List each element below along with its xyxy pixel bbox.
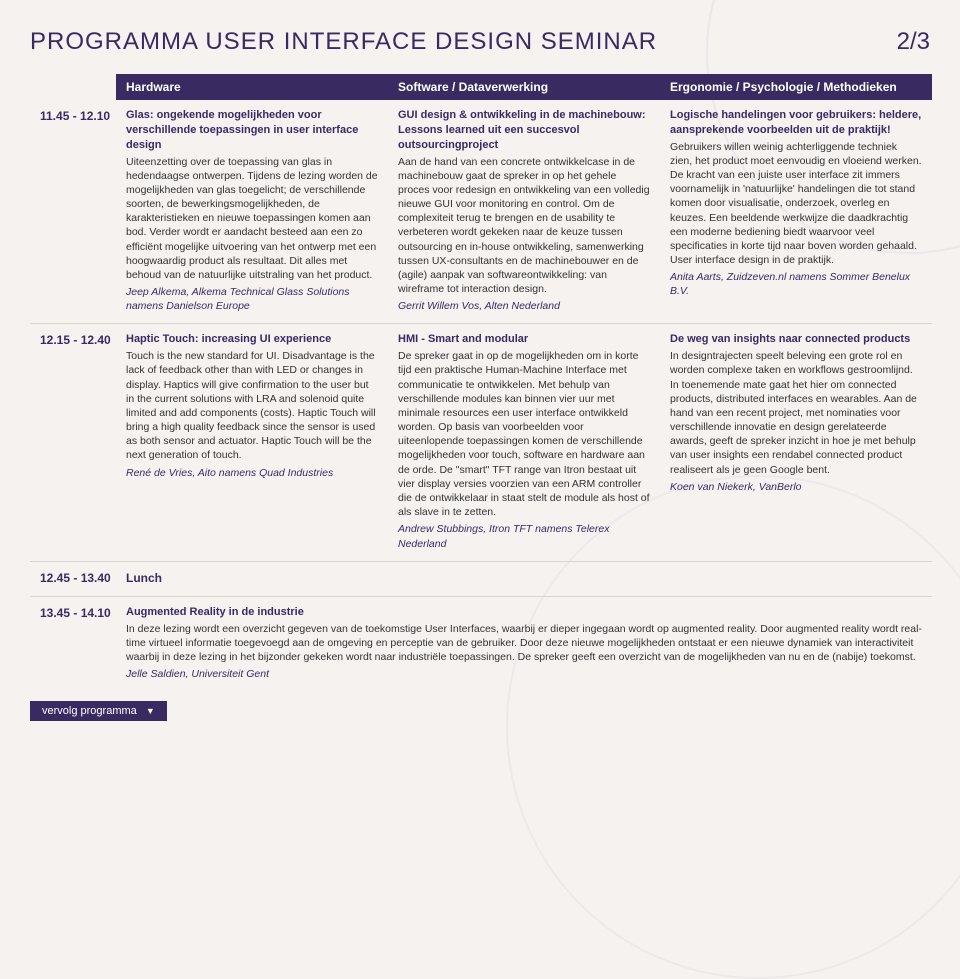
time-slot: 12.45 - 13.40	[30, 561, 116, 596]
session-title: GUI design & ontwikkeling in de machineb…	[398, 108, 650, 153]
time-slot: 11.45 - 12.10	[30, 100, 116, 324]
session-speaker: Andrew Stubbings, Itron TFT namens Teler…	[398, 522, 650, 550]
cell-ergonomie: Logische handelingen voor gebruikers: he…	[660, 100, 932, 324]
session-title: Glas: ongekende mogelijkheden voor versc…	[126, 108, 378, 153]
session-speaker: Anita Aarts, Zuidzeven.nl namens Sommer …	[670, 270, 922, 298]
continue-button[interactable]: vervolg programma ▼	[30, 701, 167, 721]
session-title: De weg van insights naar connected produ…	[670, 332, 922, 347]
session-speaker: Jeep Alkema, Alkema Technical Glass Solu…	[126, 285, 378, 313]
table-row: 13.45 - 14.10 Augmented Reality in de in…	[30, 596, 932, 691]
cell-software: HMI - Smart and modular De spreker gaat …	[388, 324, 660, 561]
cell-ergonomie: De weg van insights naar connected produ…	[660, 324, 932, 561]
session-body: Uiteenzetting over de toepassing van gla…	[126, 155, 378, 283]
session-title: HMI - Smart and modular	[398, 332, 650, 347]
session-speaker: Koen van Niekerk, VanBerlo	[670, 480, 922, 494]
page-number: 2/3	[897, 28, 930, 56]
session-speaker: René de Vries, Aito namens Quad Industri…	[126, 466, 378, 480]
cell-hardware: Haptic Touch: increasing UI experience T…	[116, 324, 388, 561]
time-slot: 13.45 - 14.10	[30, 596, 116, 691]
session-body: Aan de hand van een concrete ontwikkelca…	[398, 155, 650, 297]
page-title: PROGRAMMA USER INTERFACE DESIGN SEMINAR	[30, 28, 657, 56]
schedule-table: Hardware Software / Dataverwerking Ergon…	[30, 74, 932, 691]
cell-software: GUI design & ontwikkeling in de machineb…	[388, 100, 660, 324]
time-slot: 12.15 - 12.40	[30, 324, 116, 561]
session-speaker: Gerrit Willem Vos, Alten Nederland	[398, 299, 650, 313]
session-body: De spreker gaat in op de mogelijkheden o…	[398, 349, 650, 519]
header-blank	[30, 74, 116, 100]
lunch-label: Lunch	[126, 571, 162, 585]
continue-label: vervolg programma	[42, 705, 137, 717]
header: PROGRAMMA USER INTERFACE DESIGN SEMINAR …	[30, 28, 930, 56]
lunch-cell: Lunch	[116, 561, 932, 596]
table-row: 12.45 - 13.40 Lunch	[30, 561, 932, 596]
table-row: 11.45 - 12.10 Glas: ongekende mogelijkhe…	[30, 100, 932, 324]
session-body: In designtrajecten speelt beleving een g…	[670, 349, 922, 477]
session-title: Logische handelingen voor gebruikers: he…	[670, 108, 922, 138]
column-header-software: Software / Dataverwerking	[388, 74, 660, 100]
column-header-hardware: Hardware	[116, 74, 388, 100]
session-title: Augmented Reality in de industrie	[126, 605, 922, 620]
session-body: Gebruikers willen weinig achterliggende …	[670, 140, 922, 268]
session-body: Touch is the new standard for UI. Disadv…	[126, 349, 378, 462]
chevron-down-icon: ▼	[146, 706, 155, 716]
table-header-row: Hardware Software / Dataverwerking Ergon…	[30, 74, 932, 100]
cell-hardware: Glas: ongekende mogelijkheden voor versc…	[116, 100, 388, 324]
session-speaker: Jelle Saldien, Universiteit Gent	[126, 667, 922, 681]
session-full-width: Augmented Reality in de industrie In dez…	[116, 596, 932, 691]
column-header-ergonomie: Ergonomie / Psychologie / Methodieken	[660, 74, 932, 100]
table-row: 12.15 - 12.40 Haptic Touch: increasing U…	[30, 324, 932, 561]
session-title: Haptic Touch: increasing UI experience	[126, 332, 378, 347]
session-body: In deze lezing wordt een overzicht gegev…	[126, 622, 922, 665]
page: PROGRAMMA USER INTERFACE DESIGN SEMINAR …	[0, 0, 960, 741]
